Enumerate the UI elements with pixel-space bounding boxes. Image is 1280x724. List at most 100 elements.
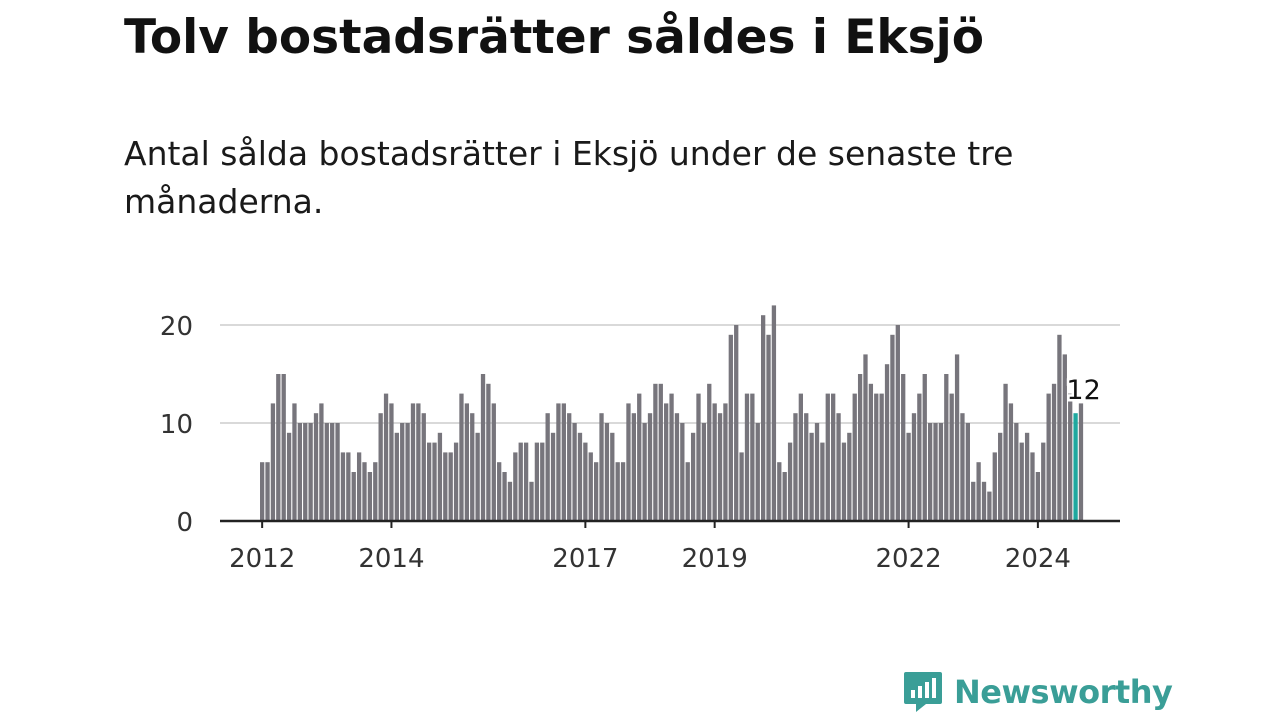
- bar: [825, 393, 830, 521]
- bar: [480, 374, 486, 521]
- bar: [1008, 403, 1014, 521]
- x-tick-label: 2014: [358, 544, 424, 574]
- bar: [1068, 393, 1073, 521]
- bar: [658, 383, 663, 521]
- bar: [717, 413, 723, 521]
- bar: [335, 423, 340, 521]
- bar: [954, 354, 960, 521]
- bar: [674, 413, 680, 521]
- bar: [1078, 403, 1084, 521]
- bar: [459, 393, 464, 521]
- bar: [793, 413, 798, 521]
- bar: [610, 432, 615, 521]
- bar: [960, 413, 965, 521]
- bar: [340, 452, 346, 521]
- bar: [831, 393, 836, 521]
- bar: [567, 413, 572, 521]
- bar: [1030, 452, 1035, 521]
- bar: [550, 432, 556, 521]
- bar: [1035, 472, 1041, 521]
- bar: [1014, 423, 1019, 521]
- bar: [987, 491, 992, 521]
- newsworthy-logo-icon: [904, 672, 942, 712]
- bar: [804, 413, 809, 521]
- bar: [1041, 442, 1046, 521]
- bar: [755, 423, 760, 521]
- bar: [270, 403, 276, 521]
- bar: [276, 374, 281, 521]
- bar: [841, 442, 847, 521]
- bar: [750, 393, 755, 521]
- x-tick-label: 2019: [682, 544, 748, 574]
- bar: [502, 472, 507, 521]
- bar: [680, 423, 685, 521]
- x-tick-label: 2022: [876, 544, 942, 574]
- bar: [933, 423, 938, 521]
- bar: [707, 383, 712, 521]
- bar: [491, 403, 496, 521]
- bar: [367, 472, 373, 521]
- bar: [863, 354, 868, 521]
- bar: [631, 413, 636, 521]
- bar: [507, 481, 513, 521]
- bar: [760, 315, 766, 521]
- bar: [545, 413, 550, 521]
- x-tick-label: 2024: [1005, 544, 1071, 574]
- bar: [949, 393, 954, 521]
- bar: [981, 481, 987, 521]
- bar: [437, 432, 443, 521]
- bar: [1024, 432, 1030, 521]
- y-tick-label: 10: [160, 410, 193, 440]
- bar: [1051, 383, 1057, 521]
- bar: [992, 452, 997, 521]
- bar: [901, 374, 906, 521]
- x-tick-label: 2012: [229, 544, 295, 574]
- bar: [1003, 383, 1008, 521]
- bar: [879, 393, 884, 521]
- bar: [814, 423, 820, 521]
- bar: [723, 403, 728, 521]
- bar: [1019, 442, 1024, 521]
- bar: [917, 393, 922, 521]
- bar: [356, 452, 362, 521]
- bar: [410, 403, 416, 521]
- bar: [820, 442, 825, 521]
- bar: [453, 442, 459, 521]
- bar: [971, 481, 976, 521]
- bar: [518, 442, 523, 521]
- chart-subtitle: Antal sålda bostadsrätter i Eksjö under …: [124, 134, 1014, 221]
- bar: [777, 462, 782, 521]
- bar: [701, 423, 707, 521]
- bar: [637, 393, 642, 521]
- bar: [432, 442, 437, 521]
- bar: [572, 423, 577, 521]
- bar: [394, 432, 399, 521]
- bar: [319, 403, 324, 521]
- bar: [728, 334, 733, 521]
- newsworthy-logo: Newsworthy: [902, 670, 1173, 714]
- bar: [416, 403, 421, 521]
- bar: [744, 393, 750, 521]
- bar: [556, 403, 561, 521]
- bar: [324, 423, 329, 521]
- bar: [836, 413, 841, 521]
- bar: [373, 462, 378, 521]
- y-tick-label: 20: [160, 312, 193, 342]
- bar: [529, 481, 534, 521]
- bar: [626, 403, 631, 521]
- bar: [346, 452, 351, 521]
- bar: [593, 462, 599, 521]
- bar: [286, 432, 292, 521]
- bar: [944, 374, 949, 521]
- bar: [604, 423, 610, 521]
- bar: [669, 393, 674, 521]
- bar: [308, 423, 313, 521]
- bar: [400, 423, 405, 521]
- bar: [798, 393, 803, 521]
- bar: [922, 374, 927, 521]
- bar: [540, 442, 545, 521]
- bar: [427, 442, 432, 521]
- bar: [809, 432, 814, 521]
- bar: [771, 305, 777, 521]
